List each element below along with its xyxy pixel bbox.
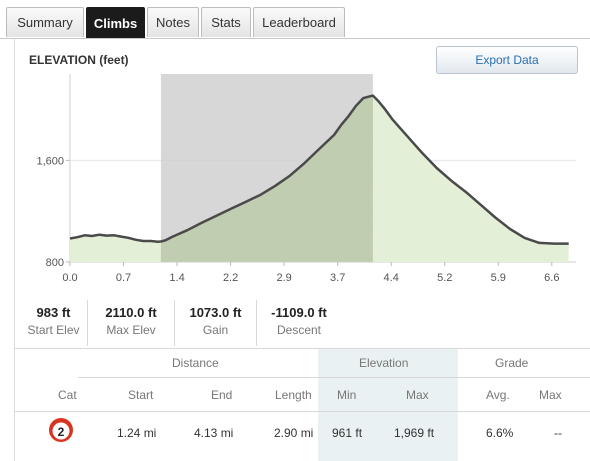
tab-summary[interactable]: Summary	[6, 7, 84, 37]
stat-label: Descent	[276, 323, 322, 337]
cell-start: 1.24 mi	[117, 426, 157, 440]
y-tick-label: 1,600	[36, 155, 64, 167]
tab-stats[interactable]: Stats	[201, 7, 251, 37]
cell-min: 961 ft	[332, 426, 363, 440]
column-end: End	[211, 388, 233, 402]
tab-notes[interactable]: Notes	[147, 7, 199, 37]
x-tick-label: 1.4	[169, 272, 184, 284]
elevation-line	[69, 94, 569, 245]
x-tick-label: 3.7	[330, 272, 345, 284]
cell-grade-max: --	[554, 426, 562, 440]
x-tick-label: 2.9	[276, 272, 291, 284]
climbs-panel	[14, 39, 590, 461]
column-grade-max: Max	[539, 388, 562, 402]
stat-start-elev: 983 ft Start Elev	[20, 300, 88, 346]
header-divider	[14, 411, 590, 412]
climb-stats: 983 ft Start Elev 2110.0 ft Max Elev 107…	[20, 300, 341, 346]
stat-value: 1073.0 ft	[189, 305, 242, 320]
x-tick-label: 4.4	[384, 272, 399, 284]
group-header-distance: Distance	[172, 356, 219, 370]
stat-descent: -1109.0 ft Descent	[257, 300, 341, 346]
stat-gain: 1073.0 ft Gain	[175, 300, 257, 346]
stat-label: Start Elev	[27, 323, 80, 337]
stat-label: Gain	[202, 323, 229, 337]
tab-bar: Summary Climbs Notes Stats Leaderboard	[0, 0, 590, 39]
tab-climbs[interactable]: Climbs	[86, 7, 145, 38]
group-header-divider	[78, 377, 590, 378]
column-cat: Cat	[58, 388, 77, 402]
x-tick-label: 0.0	[62, 272, 77, 284]
tab-leaderboard[interactable]: Leaderboard	[253, 7, 345, 37]
stat-value: 983 ft	[36, 305, 71, 320]
stat-value: -1109.0 ft	[271, 305, 327, 320]
column-avg: Avg.	[486, 388, 510, 402]
category-badge-icon: 2	[49, 418, 73, 442]
export-data-button[interactable]: Export Data	[436, 46, 578, 74]
x-tick-label: 5.9	[491, 272, 506, 284]
elevation-column-shade	[318, 348, 458, 461]
column-min: Min	[337, 388, 357, 402]
cell-length: 2.90 mi	[274, 426, 314, 440]
x-tick-label: 0.7	[116, 272, 131, 284]
climbs-table: Distance Elevation Grade Cat Start End L…	[14, 348, 590, 461]
x-tick-label: 5.2	[437, 272, 452, 284]
category-number: 2	[58, 425, 65, 439]
x-tick-label: 2.2	[223, 272, 238, 284]
column-start: Start	[128, 388, 154, 402]
table-top-divider	[14, 348, 590, 349]
chart-title: ELEVATION (feet)	[29, 53, 129, 67]
cell-max: 1,969 ft	[394, 426, 435, 440]
climb-area	[160, 95, 373, 262]
x-tick-label: 6.6	[544, 272, 559, 284]
group-header-grade: Grade	[495, 356, 529, 370]
stat-max-elev: 2110.0 ft Max Elev	[88, 300, 175, 346]
column-length: Length	[275, 388, 312, 402]
group-header-elevation: Elevation	[359, 356, 409, 370]
cell-avg: 6.6%	[486, 426, 514, 440]
column-max: Max	[406, 388, 429, 402]
cell-end: 4.13 mi	[194, 426, 234, 440]
y-tick-label: 800	[46, 257, 64, 269]
elevation-chart[interactable]: 0.0 0.7 1.4 2.2 2.9 3.7 4.4 5.2 5.9 6.6 1,600 800	[0, 0, 590, 300]
stat-label: Max Elev	[106, 323, 156, 337]
stat-value: 2110.0 ft	[105, 305, 157, 320]
